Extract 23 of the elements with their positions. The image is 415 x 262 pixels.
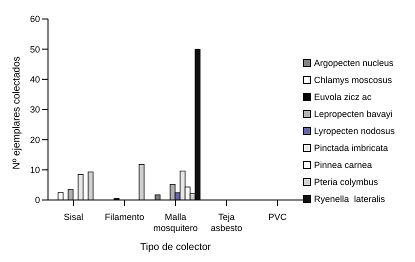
legend-label: Pinnea carnea [314, 160, 372, 170]
y-tick-label: 10 [30, 165, 40, 176]
legend-label: Chlamys moscosus [314, 75, 392, 85]
x-tick-label: PVC [268, 212, 288, 222]
legend-label: Ryenella lateralis [314, 194, 386, 204]
x-tick-label: Sisal [64, 212, 84, 222]
legend-label: Pinctada imbricata [314, 143, 388, 153]
legend-label: Lepropecten bavayi [314, 109, 393, 119]
x-tick-label: Filamento [104, 212, 144, 222]
legend-label: Lyropecten nodosus [314, 126, 395, 136]
legend-label: Argopecten nucleus [314, 58, 394, 68]
legend-label: Euvola zicz ac [314, 92, 372, 102]
y-tick-label: 30 [30, 104, 40, 115]
x-tick-label: Teja asbesto [210, 212, 242, 233]
y-tick-label: 50 [30, 44, 40, 54]
x-tick-label: Malla mosquitero [153, 212, 198, 233]
y-tick-label: 40 [30, 74, 40, 85]
x-axis-title: Tipo de colector [140, 242, 212, 253]
y-axis-title: Nº ejemplares colectados [12, 56, 23, 170]
legend-label: Pteria colymbus [314, 177, 378, 187]
y-tick-label: 20 [30, 134, 40, 145]
y-tick-label: 0 [34, 195, 40, 206]
y-tick-label: 60 [30, 14, 40, 24]
